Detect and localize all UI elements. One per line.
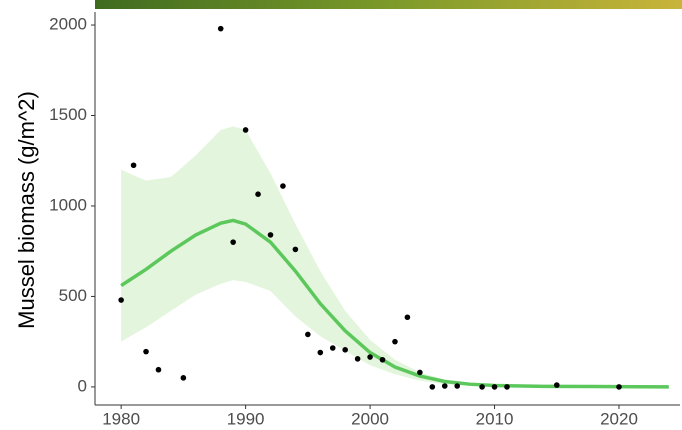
data-point (342, 347, 348, 353)
x-tick-label: 2000 (351, 409, 389, 428)
data-point (118, 297, 124, 303)
data-point (379, 356, 386, 363)
data-point (553, 382, 560, 388)
data-point (504, 384, 510, 390)
x-tick-label: 2010 (476, 409, 514, 428)
data-point (404, 314, 411, 321)
data-point (417, 369, 423, 376)
data-point (143, 348, 149, 355)
data-point (354, 356, 361, 362)
y-tick-label: 2000 (49, 15, 87, 34)
data-point (130, 162, 137, 169)
data-point (180, 375, 187, 381)
data-point (392, 338, 398, 345)
data-point (155, 366, 162, 373)
data-point (305, 331, 311, 338)
data-point (255, 191, 261, 198)
data-point (317, 349, 324, 356)
data-point (230, 239, 236, 245)
data-point (292, 246, 299, 253)
data-point (329, 345, 336, 351)
data-point (441, 383, 448, 389)
y-tick-label: 0 (78, 376, 87, 395)
y-axis-label: Mussel biomass (g/m^2) (14, 91, 39, 329)
photo-strip (95, 0, 682, 9)
data-point (479, 384, 485, 390)
data-point (491, 384, 498, 390)
x-tick-label: 1980 (102, 409, 140, 428)
y-tick-label: 1000 (49, 195, 87, 214)
data-point (242, 127, 249, 133)
data-point (280, 183, 286, 189)
data-point (616, 384, 622, 390)
x-tick-label: 2020 (600, 409, 638, 428)
data-point (429, 384, 436, 390)
data-point (454, 383, 461, 389)
data-point (217, 25, 224, 32)
data-point (367, 354, 373, 360)
x-tick-label: 1990 (227, 409, 265, 428)
data-point (267, 232, 274, 238)
y-tick-label: 500 (59, 286, 87, 305)
confidence-band (121, 126, 669, 388)
y-tick-label: 1500 (49, 105, 87, 124)
fit-line (120, 218, 669, 389)
